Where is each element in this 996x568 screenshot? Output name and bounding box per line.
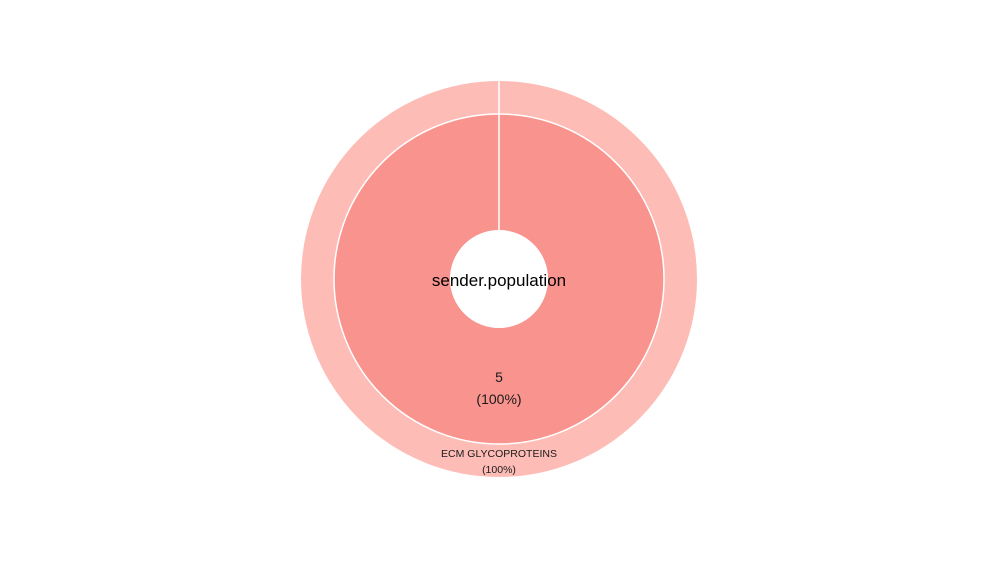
slice-labels: 5 (100%) ECM GLYCOPROTEINS (100%) (441, 369, 557, 476)
inner-percent-label: (100%) (476, 391, 521, 407)
outer-category-label: ECM GLYCOPROTEINS (441, 448, 557, 460)
inner-ring (333, 81, 665, 445)
center-hole (450, 230, 548, 328)
outer-percent-label: (100%) (482, 464, 516, 476)
center-label: sender.population (432, 271, 566, 290)
inner-value-label: 5 (495, 369, 503, 385)
